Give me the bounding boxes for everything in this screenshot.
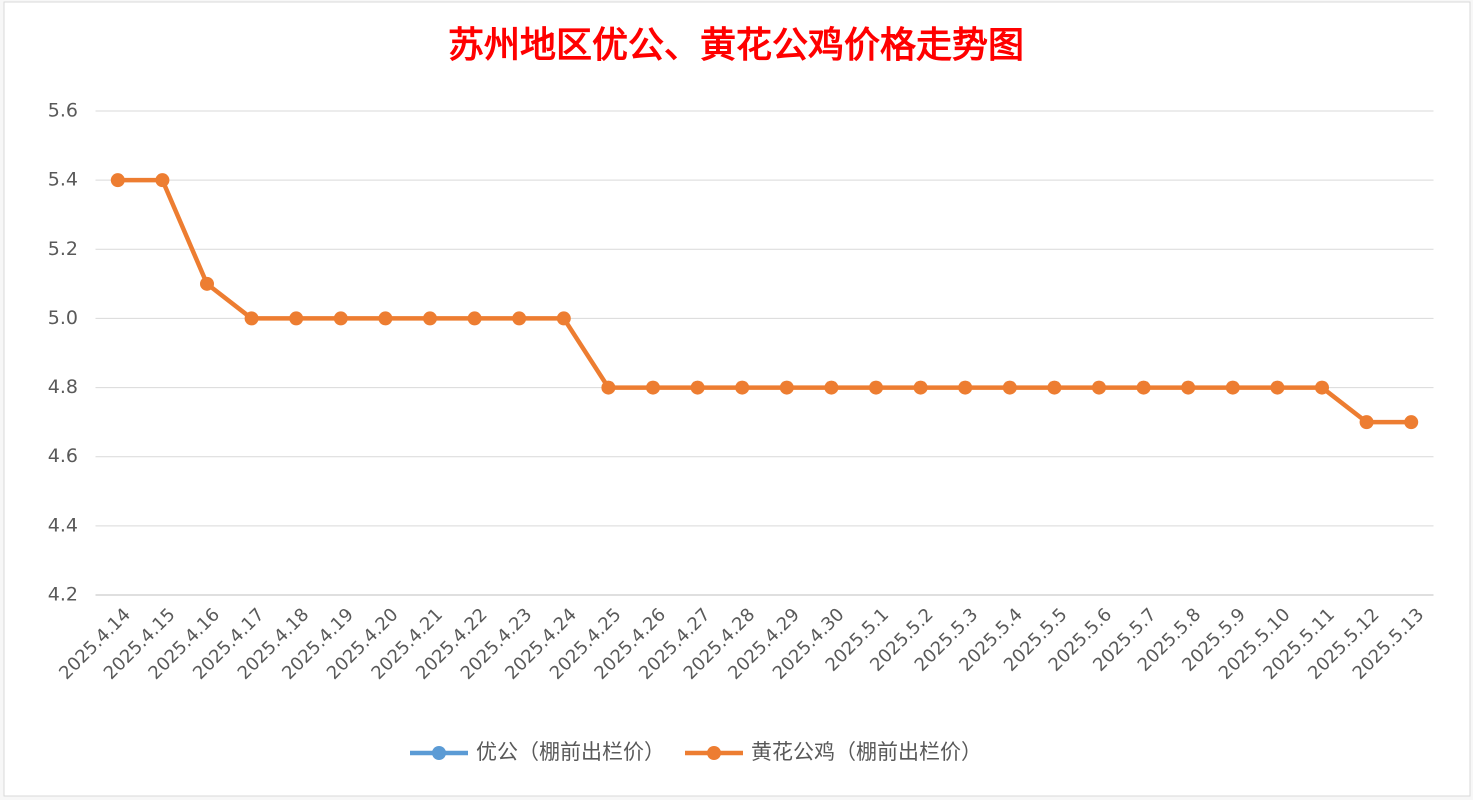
data-point [1136, 380, 1151, 395]
series-line [117, 177, 1412, 425]
data-point [824, 380, 839, 395]
data-point [1047, 380, 1062, 395]
y-tick-label: 4.2 [48, 584, 78, 606]
data-point [913, 380, 928, 395]
data-point [1181, 380, 1196, 395]
data-point [155, 173, 170, 188]
data-point [512, 311, 527, 326]
data-point [1315, 380, 1329, 395]
y-tick-label: 4.6 [48, 445, 78, 467]
legend-marker [707, 746, 721, 760]
data-point [1270, 380, 1285, 395]
chart-title: 苏州地区优公、黄花公鸡价格走势图 [448, 24, 1024, 66]
legend-marker [432, 746, 446, 760]
data-point [289, 311, 304, 326]
legend-label: 优公（棚前出栏价） [476, 740, 665, 764]
data-point [779, 380, 794, 395]
data-point [1092, 380, 1106, 395]
data-point [333, 311, 348, 326]
data-point [690, 380, 705, 395]
data-point [1002, 380, 1017, 395]
legend-label: 黄花公鸡（棚前出栏价） [751, 740, 982, 764]
y-tick-label: 5.0 [48, 307, 78, 329]
y-tick-label: 5.2 [48, 238, 78, 260]
chart-area [3, 1, 1471, 797]
data-point [735, 380, 750, 395]
data-point [601, 380, 616, 395]
data-point [200, 276, 214, 291]
data-point [423, 311, 437, 326]
data-point [110, 173, 125, 188]
data-point [1404, 415, 1419, 430]
data-point [958, 380, 973, 395]
data-point [467, 311, 482, 326]
data-point [1225, 380, 1240, 395]
y-tick-label: 4.4 [48, 514, 78, 536]
data-point [1359, 415, 1374, 430]
y-tick-label: 5.6 [48, 100, 78, 122]
y-tick-label: 5.4 [48, 169, 78, 191]
y-tick-label: 4.8 [48, 376, 78, 398]
data-point [556, 311, 571, 326]
data-point [646, 380, 660, 395]
data-point [869, 380, 883, 395]
data-point [244, 311, 259, 326]
data-point [378, 311, 393, 326]
